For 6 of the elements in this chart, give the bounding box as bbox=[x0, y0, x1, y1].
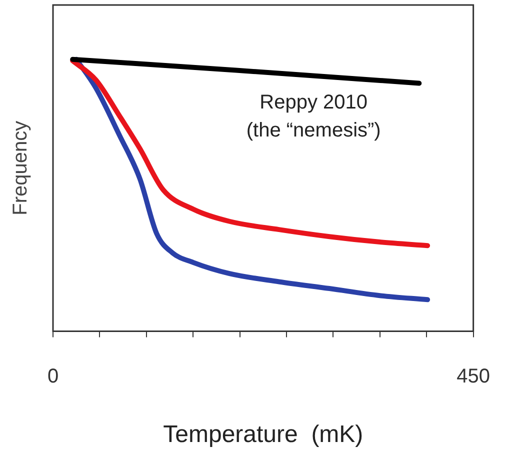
x-tick-label: 450 bbox=[456, 366, 490, 388]
x-axis-title: Temperature (mK) bbox=[163, 421, 364, 448]
x-tick-label: 0 bbox=[47, 366, 59, 388]
annotation: (the “nemesis”) bbox=[246, 119, 381, 142]
annotation: Reppy 2010 bbox=[260, 91, 368, 114]
y-axis-title: Frequency bbox=[10, 120, 32, 216]
